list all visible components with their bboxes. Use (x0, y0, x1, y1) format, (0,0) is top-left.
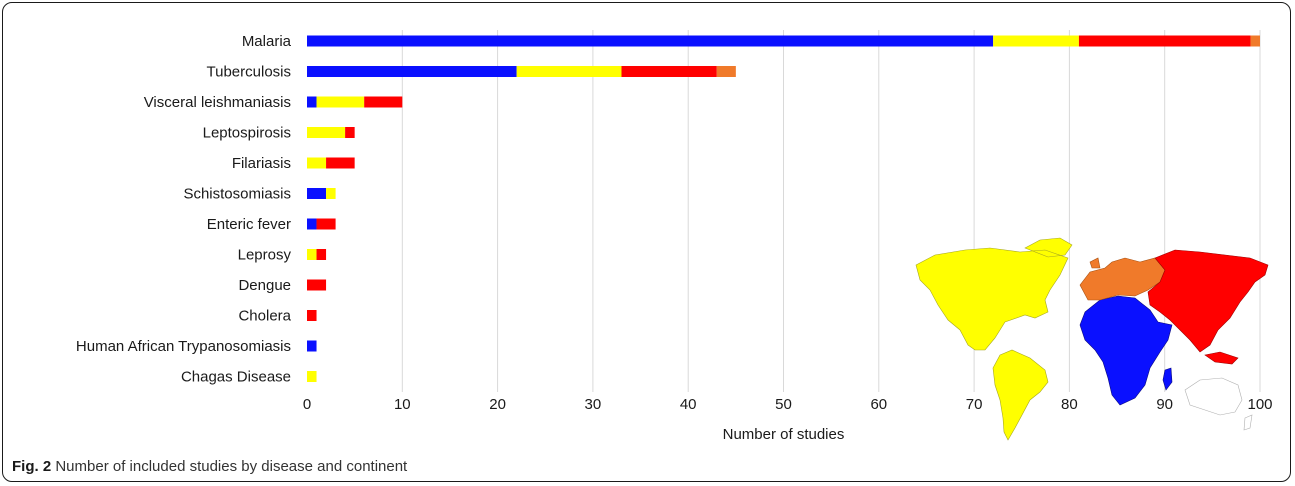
x-tick-label: 30 (585, 396, 602, 413)
map-africa (1079, 295, 1173, 406)
map-asia (1147, 249, 1269, 365)
category-label: Leptospirosis (203, 125, 291, 142)
category-label: Malaria (242, 33, 292, 50)
bar-segment (307, 127, 346, 138)
category-label: Schistosomiasis (183, 186, 291, 203)
x-axis-title: Number of studies (723, 426, 845, 443)
bar-segment (1250, 35, 1260, 47)
bar-segment (326, 157, 355, 169)
category-label: Filariasis (232, 155, 291, 172)
x-tick-label: 100 (1247, 396, 1272, 413)
bar-segment (1078, 35, 1251, 47)
x-tick-label: 60 (870, 396, 887, 413)
world-map-legend (915, 237, 1269, 441)
bar-segment (307, 157, 327, 169)
bars (307, 35, 1260, 382)
x-tick-label: 40 (680, 396, 697, 413)
category-labels: Malaria Tuberculosis Visceral leishmaniasi… (76, 33, 292, 386)
bar-segment (316, 249, 327, 260)
x-tick-label: 80 (1061, 396, 1078, 413)
bar-segment (621, 66, 717, 77)
bar-segment (345, 127, 355, 138)
bar-segment (326, 188, 336, 199)
bar-segment (307, 96, 317, 108)
bar-segment (307, 310, 317, 321)
bar-segment (307, 279, 327, 291)
map-oceania (1184, 377, 1253, 431)
bar-segment (716, 66, 736, 77)
bar-segment (364, 96, 403, 108)
map-americas (915, 237, 1073, 441)
category-label: Tuberculosis (207, 64, 291, 81)
bar-segment (993, 35, 1079, 47)
x-tick-label: 50 (775, 396, 792, 413)
x-tick-label: 0 (303, 396, 311, 413)
x-tick-label: 90 (1156, 396, 1173, 413)
x-tick-label: 70 (966, 396, 983, 413)
bar-segment (316, 96, 365, 108)
bar-segment (316, 218, 336, 230)
x-tick-labels: 0 10 20 30 40 50 60 70 80 90 100 (303, 396, 1273, 413)
bar-segment (307, 66, 517, 77)
category-label: Chagas Disease (181, 369, 291, 386)
category-label: Visceral leishmaniasis (144, 94, 291, 111)
x-tick-label: 10 (394, 396, 411, 413)
bar-segment (307, 249, 317, 260)
bar-segment (516, 66, 622, 77)
category-label: Cholera (238, 308, 291, 325)
bar-segment (307, 371, 317, 382)
bar-segment (307, 218, 317, 230)
category-label: Human African Trypanosomiasis (76, 338, 291, 355)
category-label: Enteric fever (207, 216, 291, 233)
x-tick-label: 20 (489, 396, 506, 413)
bar-segment (307, 340, 317, 352)
caption-label: Fig. 2 (12, 458, 52, 475)
category-label: Leprosy (238, 247, 292, 264)
map-europe (1079, 257, 1166, 301)
category-label: Dengue (238, 277, 291, 294)
figure-caption: Fig. 2 Number of included studies by dis… (12, 458, 407, 475)
bar-segment (307, 35, 994, 47)
caption-text: Number of included studies by disease an… (55, 458, 408, 475)
bar-segment (307, 188, 327, 199)
